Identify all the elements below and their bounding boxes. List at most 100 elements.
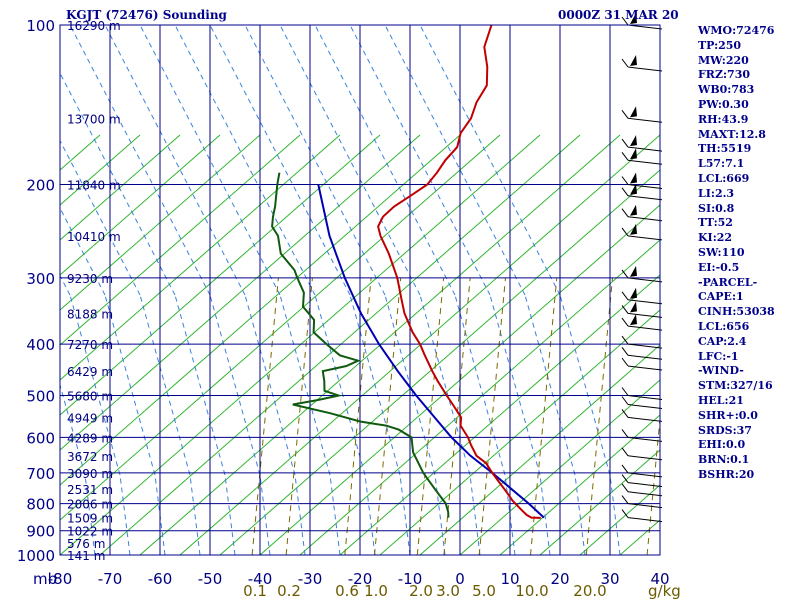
- mixing-ratio-line: [646, 418, 661, 556]
- moist-adiabat-line: [349, 294, 401, 476]
- height-tick-label: 3090 m: [67, 467, 113, 481]
- stability-index-item: WB0:783: [698, 83, 755, 97]
- dry-adiabat-line: [579, 484, 661, 556]
- moist-adiabat-line: [259, 474, 271, 556]
- wind-barb: [621, 106, 663, 123]
- moist-adiabat-line: [314, 294, 366, 476]
- moist-adiabat-line: [139, 294, 191, 476]
- dry-adiabat-line: [59, 134, 101, 171]
- pressure-tick-label: 500: [26, 387, 55, 405]
- wind-barb: [621, 183, 663, 201]
- moist-adiabat-line: [434, 474, 446, 556]
- mixing-ratio-line: [585, 277, 613, 556]
- stability-index-item: LCL:669: [698, 171, 750, 185]
- station-title: KGJT (72476) Sounding: [66, 8, 227, 22]
- wind-barb: [621, 387, 663, 400]
- stability-index-item: SHR+:0.0: [698, 408, 758, 422]
- moist-adiabat-line: [59, 207, 106, 296]
- moist-adiabat-line: [279, 294, 331, 476]
- dry-adiabat-line: [59, 134, 341, 381]
- height-tick-label: 1022 m: [67, 525, 113, 539]
- wind-barb: [621, 55, 663, 72]
- moist-adiabat-line: [189, 474, 201, 556]
- moist-adiabat-line: [104, 24, 246, 296]
- mixing-ratio-line: [478, 277, 506, 556]
- pressure-tick-label: 800: [26, 496, 55, 514]
- wind-barb: [621, 301, 663, 318]
- dry-adiabat-line: [99, 134, 581, 556]
- wind-barb: [621, 314, 663, 331]
- moist-adiabat-line: [314, 24, 456, 296]
- moist-adiabat-line: [609, 474, 621, 556]
- pressure-tick-label: 300: [26, 270, 55, 288]
- temperature-tick-label: 40: [650, 570, 669, 588]
- dry-adiabat-line: [219, 169, 661, 556]
- wind-barb: [621, 148, 663, 165]
- moist-adiabat-line: [419, 24, 561, 296]
- mixing-ratio-line: [344, 277, 372, 556]
- moist-adiabat-line: [469, 474, 481, 556]
- sounding-profiles: [271, 24, 545, 519]
- stability-index-item: FRZ:730: [698, 68, 751, 82]
- pressure-tick-label: 200: [26, 177, 55, 195]
- height-tick-label: 10410 m: [67, 230, 121, 244]
- mixing-ratio-line: [374, 277, 402, 556]
- wind-barb: [621, 464, 663, 478]
- height-tick-label: 7270 m: [67, 338, 113, 352]
- wind-barb: [621, 509, 663, 523]
- temperature-tick-label: -30: [298, 570, 323, 588]
- moist-adiabat-line: [59, 72, 176, 296]
- wind-barb: [621, 13, 663, 30]
- mixing-ratio-tick-label: 10.0: [515, 582, 548, 600]
- stability-index-item: -PARCEL-: [698, 275, 758, 289]
- moist-adiabat-line: [364, 474, 376, 556]
- moist-adiabat-line: [489, 294, 541, 476]
- height-tick-label: 9230 m: [67, 272, 113, 286]
- moist-adiabat-line: [69, 294, 121, 476]
- wind-barb: [621, 447, 663, 461]
- isotherm-isobar-grid: [59, 24, 661, 556]
- stability-index-item: EI:-0.5: [698, 260, 740, 274]
- dry-adiabat-line: [299, 239, 661, 556]
- stability-index-item: SI:0.8: [698, 201, 735, 215]
- moist-adiabat-line: [384, 24, 526, 296]
- stability-index-item: MAXT:12.8: [698, 127, 766, 141]
- moist-adiabat-line: [349, 24, 491, 296]
- dry-adiabat-line: [619, 519, 661, 556]
- temperature-tick-label: -10: [398, 570, 423, 588]
- stability-index-item: TH:5519: [698, 142, 752, 156]
- temperature-tick-label: -40: [248, 570, 273, 588]
- mixing-ratio-tick-label: 2.0: [409, 582, 433, 600]
- moist-adiabat-line: [244, 24, 386, 296]
- height-tick-label: 141 m: [67, 549, 105, 563]
- wind-barb: [621, 474, 663, 488]
- moist-adiabat-line: [574, 474, 586, 556]
- stability-index-item: RH:43.9: [698, 112, 749, 126]
- wind-barb: [621, 495, 663, 509]
- pressure-tick-label: 600: [26, 429, 55, 447]
- wind-barb: [621, 287, 663, 305]
- plot-frame: [59, 24, 661, 556]
- temperature-tick-label: 20: [550, 570, 569, 588]
- mixing-ratio-tick-label: 0.2: [277, 582, 301, 600]
- pressure-tick-label: 700: [26, 465, 55, 483]
- mixing-ratio-tick-label: 1.0: [364, 582, 388, 600]
- temperature-tick-label: -50: [198, 570, 223, 588]
- valid-time: 0000Z 31 MAR 20: [558, 8, 679, 22]
- temperature-tick-label: -60: [148, 570, 173, 588]
- stability-index-item: -WIND-: [698, 364, 744, 378]
- wind-barb: [621, 223, 663, 241]
- pressure-tick-label: 400: [26, 336, 55, 354]
- moist-adiabat-line: [139, 24, 281, 296]
- pressure-tick-label: 900: [26, 523, 55, 541]
- stability-index-item: EHI:0.0: [698, 438, 746, 452]
- wind-barb: [621, 335, 663, 349]
- stability-index-item: CINH:53038: [698, 305, 775, 319]
- moist-adiabat-line: [399, 474, 411, 556]
- height-tick-label: 11840 m: [67, 179, 121, 193]
- wind-barb: [621, 204, 663, 222]
- wind-barb: [621, 483, 663, 497]
- wind-barb: [621, 357, 663, 371]
- moist-adiabat-line: [104, 294, 156, 476]
- stability-index-item: SW:110: [698, 245, 745, 259]
